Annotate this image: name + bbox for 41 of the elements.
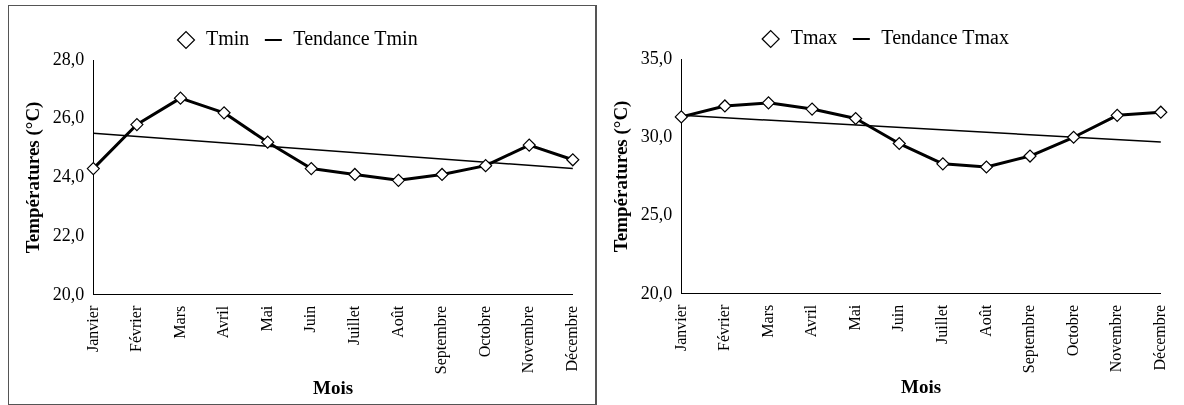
x-tick-label: Juillet bbox=[933, 304, 951, 344]
x-tick-label: Mai bbox=[845, 304, 863, 331]
y-tick-label: 26,0 bbox=[52, 107, 85, 128]
x-tick-label: Mars bbox=[758, 304, 776, 338]
y-tick-label: 30,0 bbox=[640, 125, 673, 146]
x-tick-label: Novembre bbox=[519, 305, 537, 374]
x-tick-label: Octobre bbox=[1063, 304, 1081, 357]
y-tick-label: 24,0 bbox=[52, 166, 85, 187]
x-tick-label: Septembre bbox=[1020, 304, 1039, 374]
x-axis-title: Mois bbox=[901, 375, 942, 397]
x-tick-label: Janvier bbox=[671, 304, 689, 351]
y-tick-label: 22,0 bbox=[52, 224, 85, 245]
x-tick-label: Novembre bbox=[1107, 304, 1125, 373]
x-tick-label: Janvier bbox=[83, 305, 101, 352]
y-axis-title: Températures (°C) bbox=[22, 101, 45, 254]
y-tick-label: 25,0 bbox=[640, 204, 673, 225]
y-tick-label: 35,0 bbox=[640, 47, 673, 68]
x-tick-label: Avril bbox=[214, 305, 232, 339]
y-tick-label: 20,0 bbox=[640, 282, 673, 303]
x-tick-label: Décembre bbox=[1151, 304, 1168, 371]
x-axis-title: Mois bbox=[313, 376, 354, 398]
legend-label: Tendance Tmin bbox=[293, 27, 418, 50]
x-tick-label: Août bbox=[976, 304, 994, 337]
x-tick-label: Juin bbox=[889, 304, 907, 332]
x-tick-label: Décembre bbox=[563, 305, 580, 372]
x-tick-label: Juin bbox=[301, 305, 319, 333]
x-tick-label: Juillet bbox=[345, 305, 363, 345]
x-tick-label: Avril bbox=[802, 304, 820, 338]
y-tick-label: 20,0 bbox=[52, 283, 85, 304]
legend-label: Tmax bbox=[790, 26, 838, 49]
x-tick-label: Août bbox=[388, 305, 406, 338]
x-tick-label: Mai bbox=[257, 305, 275, 332]
x-tick-label: Mars bbox=[170, 305, 188, 339]
y-tick-label: 28,0 bbox=[52, 48, 85, 69]
legend-label: Tendance Tmax bbox=[881, 26, 1009, 49]
x-tick-label: Octobre bbox=[475, 305, 493, 358]
x-tick-label: Février bbox=[715, 304, 733, 351]
y-axis-title: Températures (°C) bbox=[610, 100, 633, 253]
legend-label: Tmin bbox=[206, 27, 250, 50]
x-tick-label: Septembre bbox=[432, 305, 451, 375]
x-tick-label: Février bbox=[127, 305, 145, 352]
